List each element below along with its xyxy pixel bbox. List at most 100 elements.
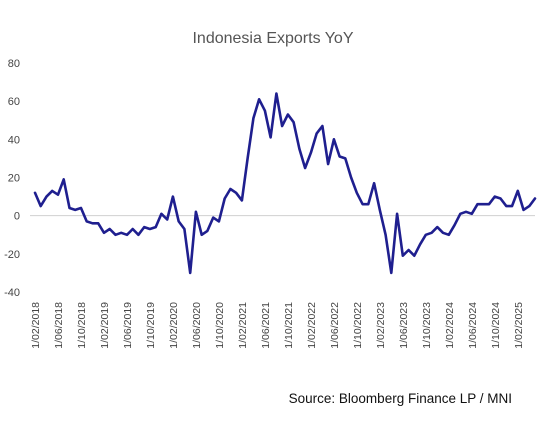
data-point	[137, 234, 139, 236]
x-tick-label: 1/06/2022	[329, 302, 341, 349]
x-tick-label: 1/02/2023	[375, 302, 387, 349]
x-tick-label: 1/06/2023	[398, 302, 410, 349]
data-point	[166, 218, 168, 220]
data-point	[511, 205, 513, 207]
data-point	[160, 213, 162, 215]
data-point	[269, 136, 271, 138]
data-point	[310, 152, 312, 154]
data-point	[63, 178, 65, 180]
data-point	[120, 232, 122, 234]
x-tick-label: 1/10/2024	[490, 302, 502, 349]
data-point	[390, 272, 392, 274]
data-point	[292, 121, 294, 123]
data-point	[224, 197, 226, 199]
data-point	[143, 226, 145, 228]
data-point	[275, 92, 277, 94]
data-point	[321, 125, 323, 127]
data-point	[298, 148, 300, 150]
x-tick-label: 1/02/2022	[306, 302, 318, 349]
data-point	[350, 176, 352, 178]
data-point	[338, 155, 340, 157]
data-point	[246, 157, 248, 159]
data-point	[195, 211, 197, 213]
data-point	[97, 222, 99, 224]
x-tick-label: 1/02/2019	[99, 302, 111, 349]
data-point	[482, 203, 484, 205]
data-point	[149, 228, 151, 230]
data-point	[126, 234, 128, 236]
data-point	[442, 232, 444, 234]
data-point	[476, 203, 478, 205]
x-tick-label: 1/10/2018	[76, 302, 88, 349]
data-point	[430, 232, 432, 234]
data-point	[281, 125, 283, 127]
data-point	[80, 207, 82, 209]
data-point	[34, 192, 36, 194]
data-point	[178, 220, 180, 222]
y-tick-label: 0	[14, 211, 20, 223]
data-point	[304, 167, 306, 169]
x-tick-label: 1/10/2020	[214, 302, 226, 349]
data-point	[258, 98, 260, 100]
plot-area	[33, 92, 537, 275]
data-point	[86, 220, 88, 222]
data-point	[315, 132, 317, 134]
x-tick-label: 1/06/2019	[122, 302, 134, 349]
x-tick-label: 1/02/2018	[30, 302, 42, 349]
data-point	[436, 226, 438, 228]
data-point	[114, 234, 116, 236]
data-point	[212, 216, 214, 218]
data-point	[413, 255, 415, 257]
data-point	[528, 205, 530, 207]
data-point	[448, 234, 450, 236]
data-point	[465, 211, 467, 213]
data-point	[103, 232, 105, 234]
y-tick-label: 20	[8, 173, 20, 185]
data-point	[488, 203, 490, 205]
data-point	[407, 249, 409, 251]
data-point	[235, 192, 237, 194]
data-point	[453, 224, 455, 226]
data-point	[494, 195, 496, 197]
data-point	[425, 234, 427, 236]
x-tick-label: 1/10/2022	[352, 302, 364, 349]
data-point	[252, 117, 254, 119]
data-point	[379, 209, 381, 211]
data-point	[241, 199, 243, 201]
data-point	[189, 272, 191, 274]
data-point	[57, 194, 59, 196]
data-point	[45, 195, 47, 197]
data-point	[459, 213, 461, 215]
x-tick-label: 1/02/2021	[237, 302, 249, 349]
data-point	[264, 110, 266, 112]
data-point	[373, 182, 375, 184]
x-tick-label: 1/02/2024	[444, 302, 456, 349]
data-point	[68, 207, 70, 209]
data-point	[356, 192, 358, 194]
data-point	[172, 195, 174, 197]
x-tick-label: 1/06/2024	[467, 302, 479, 349]
data-point	[327, 163, 329, 165]
y-axis: -40 -20 0 20 40 60 80	[4, 58, 20, 299]
data-point	[201, 234, 203, 236]
data-point	[155, 226, 157, 228]
chart-title: Indonesia Exports YoY	[192, 30, 353, 47]
x-tick-label: 1/06/2018	[53, 302, 65, 349]
y-tick-label: 80	[8, 58, 20, 70]
data-point	[534, 197, 536, 199]
series-line	[33, 92, 537, 275]
data-point	[229, 188, 231, 190]
y-tick-label: -20	[4, 249, 20, 261]
data-point	[361, 203, 363, 205]
data-point	[471, 213, 473, 215]
data-point	[218, 220, 220, 222]
data-point	[384, 234, 386, 236]
data-point	[522, 209, 524, 211]
data-point	[333, 138, 335, 140]
x-tick-label: 1/02/2020	[168, 302, 180, 349]
y-tick-label: -40	[4, 287, 20, 299]
y-tick-label: 60	[8, 96, 20, 108]
data-point	[367, 203, 369, 205]
x-tick-label: 1/10/2023	[421, 302, 433, 349]
